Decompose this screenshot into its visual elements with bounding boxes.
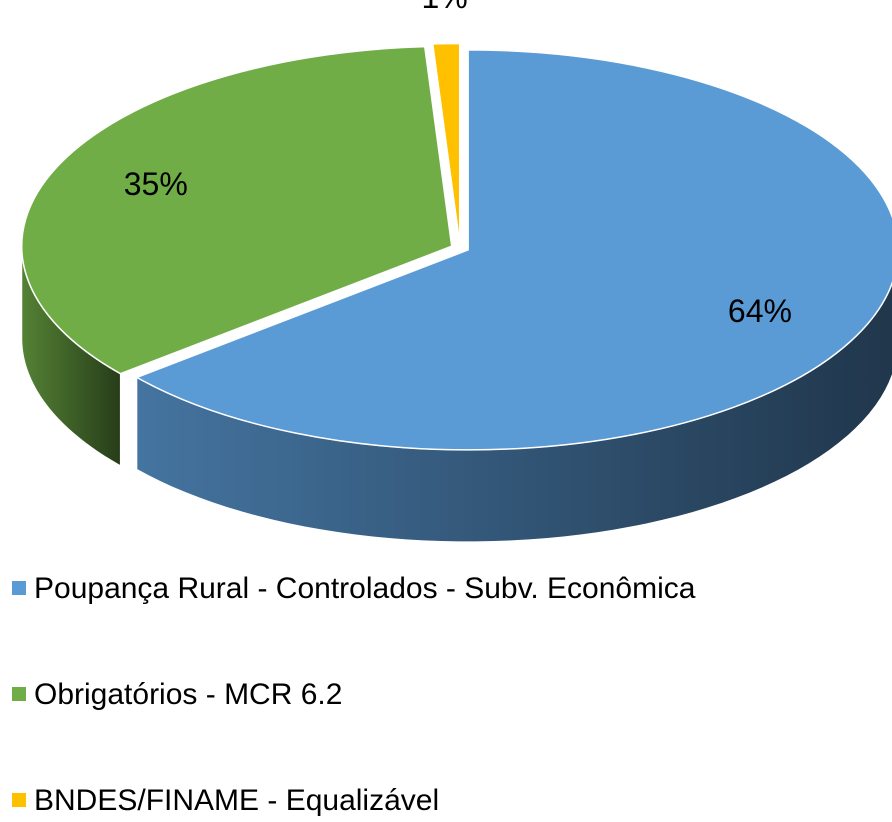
legend-label: BNDES/FINAME - Equalizável xyxy=(34,784,439,817)
data-label: 1% xyxy=(421,0,467,15)
data-label: 35% xyxy=(124,166,188,202)
slice xyxy=(135,49,892,451)
legend-swatch xyxy=(12,793,26,807)
legend-swatch xyxy=(12,581,26,595)
legend-swatch xyxy=(12,687,26,701)
slice xyxy=(431,42,461,244)
data-label: 64% xyxy=(728,293,792,329)
legend-label: Poupança Rural - Controlados - Subv. Eco… xyxy=(34,572,696,605)
legend-label: Obrigatórios - MCR 6.2 xyxy=(34,678,342,711)
slice xyxy=(21,45,453,375)
